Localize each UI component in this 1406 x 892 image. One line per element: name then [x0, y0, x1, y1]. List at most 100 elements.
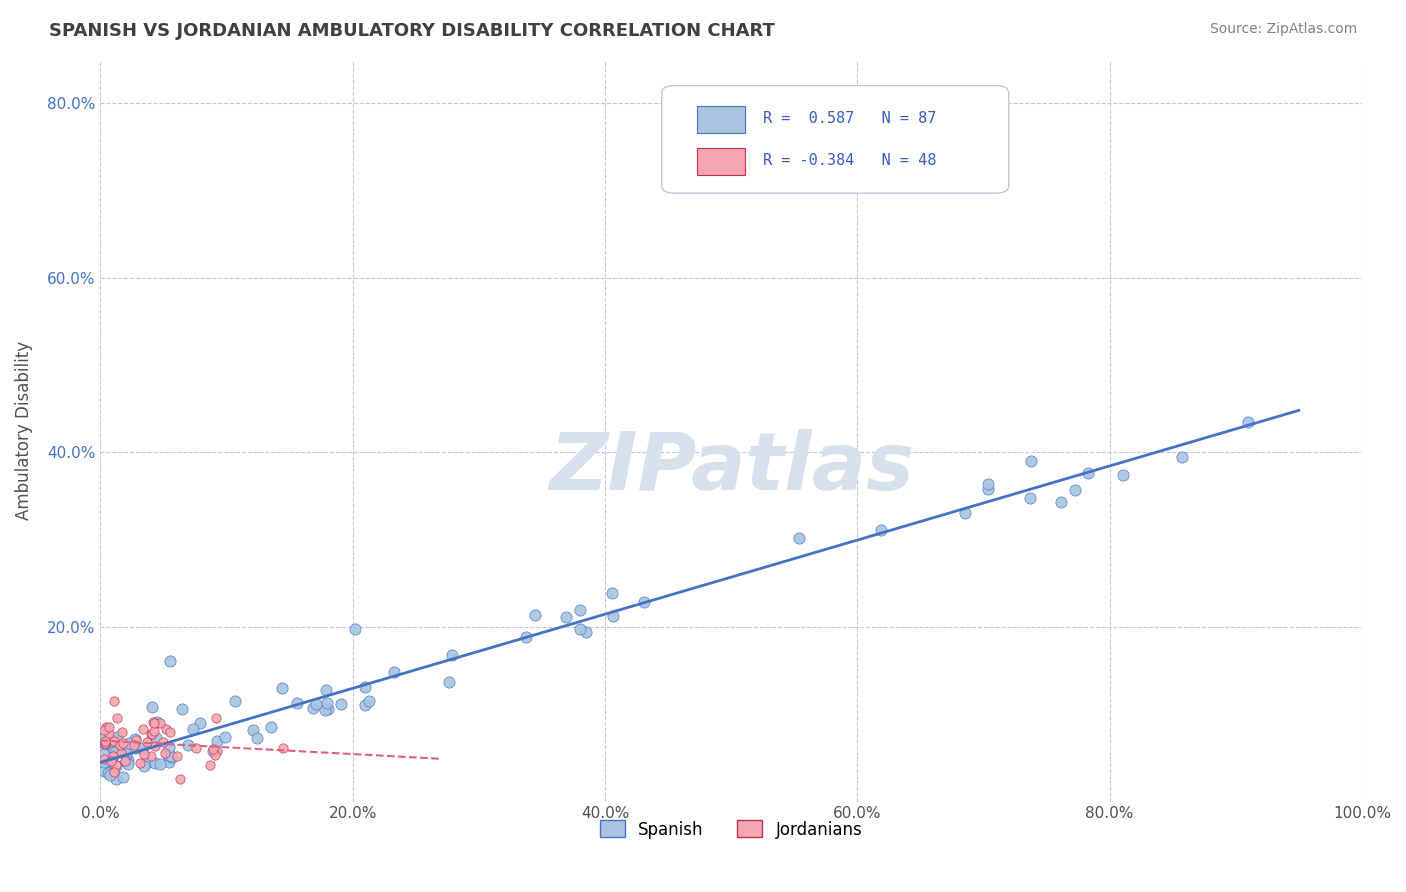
Point: [314, 703, 336, 717]
Point: [1019, 454, 1042, 468]
Point: [124, 732, 146, 747]
Point: [301, 701, 323, 715]
Point: [271, 741, 294, 756]
Point: [93, 736, 115, 750]
Point: [575, 625, 598, 640]
Point: [344, 622, 367, 636]
Point: [94, 737, 117, 751]
Point: [188, 716, 211, 731]
Point: [142, 714, 165, 729]
Text: R =  0.587   N = 87: R = 0.587 N = 87: [762, 112, 936, 127]
Text: R = -0.384   N = 48: R = -0.384 N = 48: [762, 153, 936, 168]
Point: [441, 648, 464, 662]
Point: [246, 731, 269, 746]
Point: [94, 734, 117, 748]
Point: [117, 753, 139, 767]
Point: [260, 720, 283, 734]
Point: [354, 698, 377, 713]
Point: [515, 630, 537, 644]
Point: [93, 752, 115, 766]
Point: [201, 742, 224, 756]
Point: [977, 477, 1000, 491]
FancyBboxPatch shape: [662, 86, 1008, 194]
Point: [143, 756, 166, 770]
Point: [143, 716, 166, 731]
Point: [1236, 416, 1258, 430]
Point: [524, 607, 547, 622]
Point: [101, 749, 124, 764]
Text: SPANISH VS JORDANIAN AMBULATORY DISABILITY CORRELATION CHART: SPANISH VS JORDANIAN AMBULATORY DISABILI…: [49, 22, 775, 40]
Point: [953, 506, 976, 520]
Point: [172, 702, 194, 716]
Point: [98, 767, 121, 781]
Point: [330, 697, 353, 711]
Point: [114, 754, 136, 768]
Point: [111, 725, 134, 739]
Point: [204, 711, 226, 725]
Point: [145, 715, 167, 730]
Point: [115, 747, 138, 761]
Point: [136, 735, 159, 749]
Point: [1171, 450, 1194, 464]
Point: [305, 698, 328, 712]
Point: [125, 741, 148, 756]
Point: [101, 744, 124, 758]
Point: [285, 697, 308, 711]
Point: [100, 754, 122, 768]
Point: [107, 739, 129, 754]
Point: [112, 735, 135, 749]
Point: [93, 723, 115, 737]
FancyBboxPatch shape: [697, 106, 745, 133]
Point: [205, 744, 228, 758]
Point: [115, 754, 138, 768]
Point: [157, 747, 180, 762]
Point: [382, 665, 405, 679]
Point: [316, 702, 339, 716]
Point: [143, 739, 166, 753]
Point: [184, 741, 207, 756]
Point: [204, 744, 226, 758]
Point: [152, 734, 174, 748]
Point: [132, 740, 155, 755]
Point: [976, 482, 998, 496]
Point: [568, 622, 591, 636]
Point: [353, 680, 375, 694]
Point: [271, 681, 294, 696]
Point: [145, 731, 167, 745]
Point: [183, 722, 205, 736]
Point: [141, 700, 163, 714]
Point: [98, 719, 121, 733]
Point: [789, 532, 811, 546]
Point: [160, 749, 183, 764]
Point: [108, 738, 131, 752]
Point: [153, 746, 176, 760]
Point: [124, 738, 146, 752]
Point: [141, 727, 163, 741]
Point: [1112, 468, 1135, 483]
Point: [159, 654, 181, 668]
Point: [204, 747, 226, 762]
Point: [101, 748, 124, 763]
Point: [214, 730, 236, 744]
Point: [169, 772, 191, 786]
Point: [93, 747, 115, 762]
Point: [117, 757, 139, 772]
Legend: Spanish, Jordanians: Spanish, Jordanians: [593, 814, 869, 846]
Point: [157, 739, 180, 754]
Point: [93, 756, 115, 770]
Point: [142, 723, 165, 738]
Point: [134, 759, 156, 773]
Point: [117, 736, 139, 750]
Y-axis label: Ambulatory Disability: Ambulatory Disability: [15, 341, 32, 520]
Point: [105, 711, 128, 725]
Point: [159, 725, 181, 739]
Point: [104, 772, 127, 786]
Point: [1063, 483, 1085, 497]
Point: [149, 756, 172, 771]
Point: [103, 764, 125, 779]
Point: [602, 609, 624, 624]
Point: [131, 722, 153, 736]
Text: Source: ZipAtlas.com: Source: ZipAtlas.com: [1209, 22, 1357, 37]
Text: ZIPatlas: ZIPatlas: [548, 429, 914, 507]
Point: [111, 770, 134, 784]
